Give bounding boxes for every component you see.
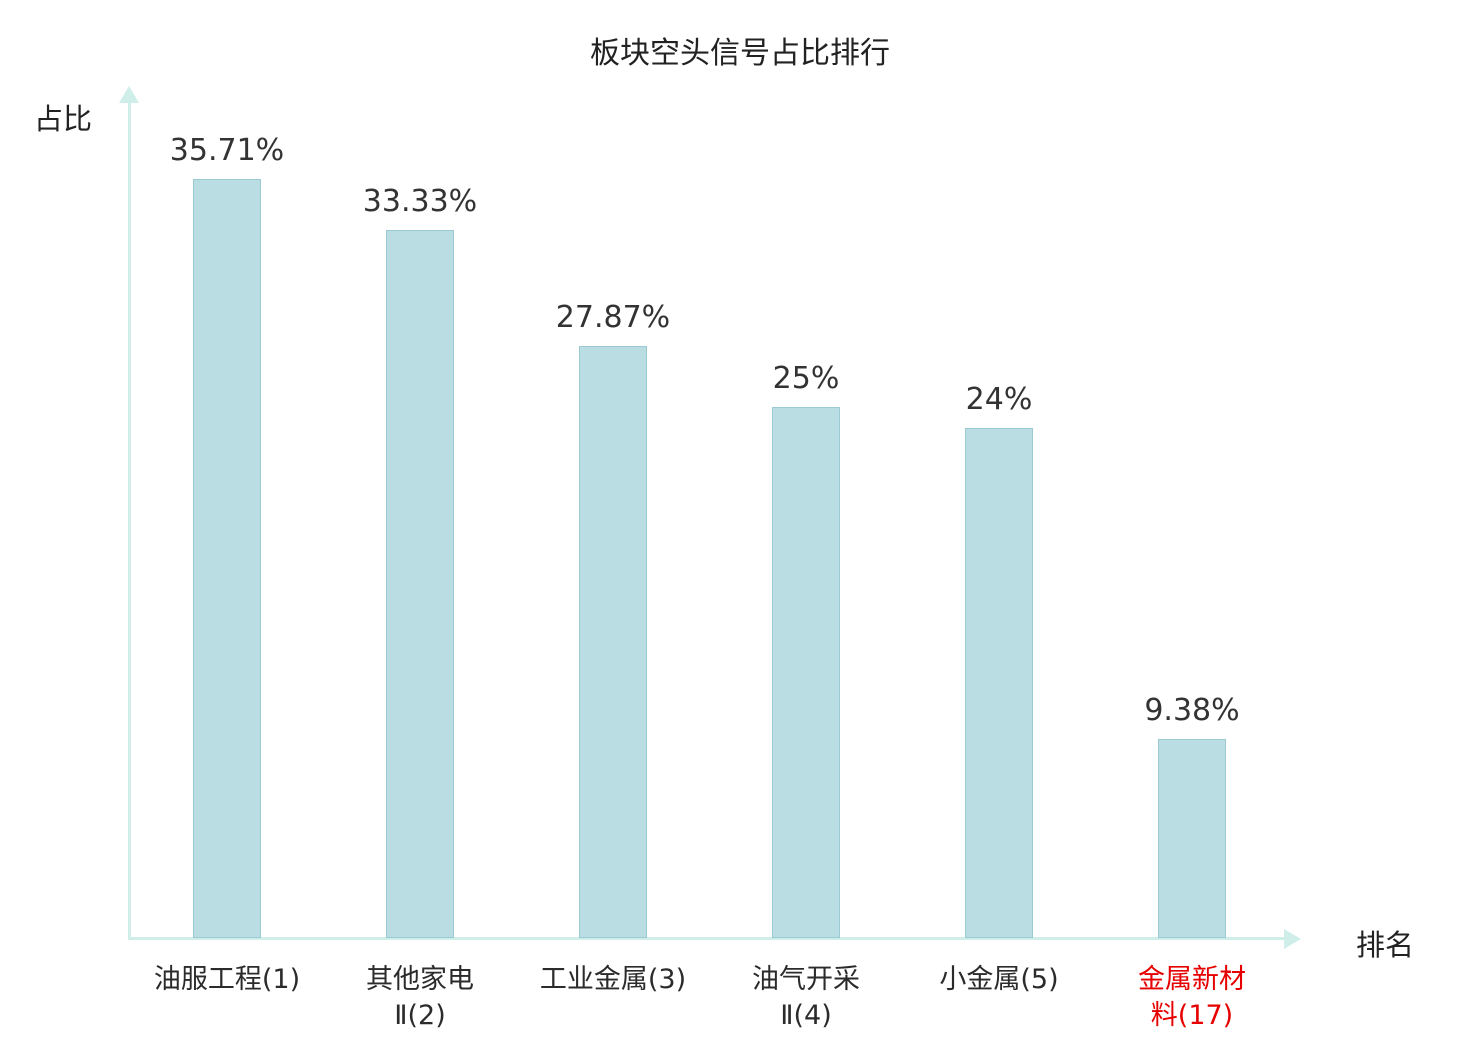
- x-axis-arrow-icon: [1284, 929, 1301, 949]
- bar: [1158, 739, 1226, 938]
- bar-value-label: 33.33%: [362, 184, 478, 219]
- x-axis: [128, 937, 1286, 940]
- bar-value-label: 24%: [965, 382, 1033, 417]
- category-label: 其他家电 Ⅱ(2): [366, 964, 474, 1031]
- category-label: 工业金属(3): [539, 964, 687, 995]
- bar: [193, 179, 261, 938]
- bar-value-label: 25%: [772, 361, 840, 396]
- bar-value-label: 9.38%: [1144, 693, 1240, 728]
- bar-value-label: 35.71%: [169, 133, 285, 168]
- category-label: 小金属(5): [939, 964, 1059, 995]
- y-axis-arrow-icon: [119, 86, 139, 103]
- chart-title: 板块空头信号占比排行: [590, 36, 890, 71]
- category-label: 油气开采 Ⅱ(4): [752, 964, 860, 1031]
- category-label: 油服工程(1): [153, 964, 301, 995]
- bar: [965, 428, 1033, 938]
- bar: [579, 346, 647, 938]
- bar: [386, 230, 454, 938]
- bar: [772, 407, 840, 938]
- category-label: 金属新材 料(17): [1138, 964, 1246, 1031]
- x-axis-label: 排名: [1356, 928, 1415, 962]
- bar-value-label: 27.87%: [555, 300, 671, 335]
- y-axis: [128, 100, 131, 940]
- y-axis-label: 占比: [34, 102, 93, 136]
